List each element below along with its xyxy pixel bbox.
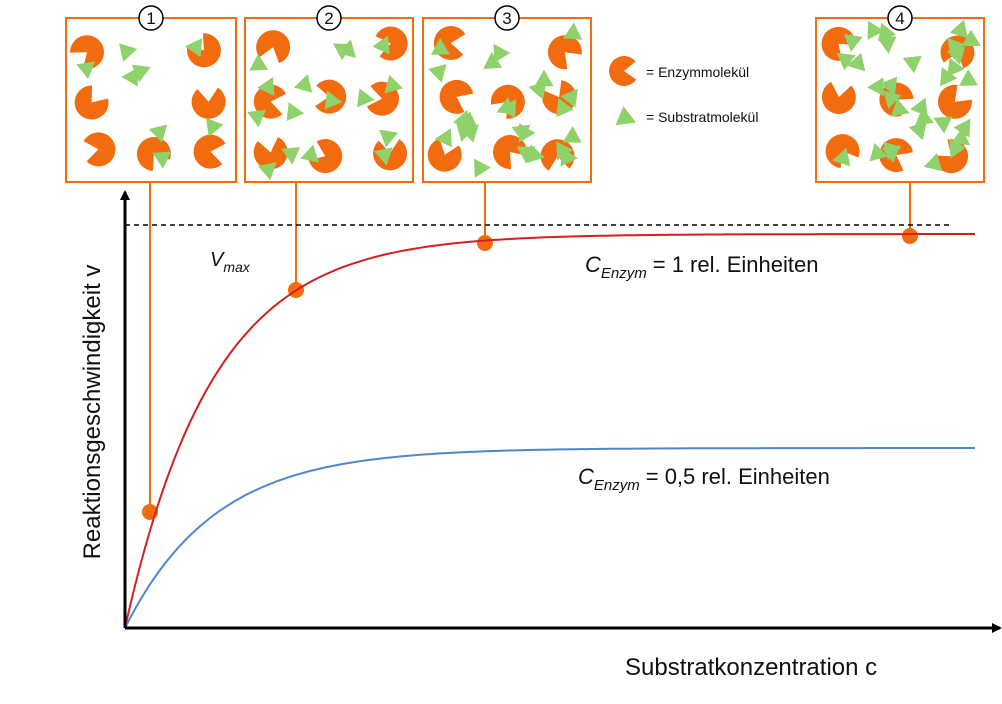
- diagram: 1 2 3 4 Reaktionsgeschwindigkeit v Substrat…: [0, 0, 1002, 704]
- enzyme: [609, 56, 636, 86]
- panel-number: 2: [324, 9, 333, 28]
- panel: 3: [423, 6, 591, 251]
- substrate: [615, 106, 636, 125]
- x-axis-label: Substratkonzentration c: [625, 654, 877, 681]
- curve-label: CEnzym= 0,5 rel. Einheiten: [578, 464, 830, 494]
- panels: 1 2 3 4: [66, 6, 984, 520]
- y-axis-label: Reaktionsgeschwindigkeit v: [79, 265, 106, 560]
- curve-label: CEnzym= 1 rel. Einheiten: [585, 252, 818, 282]
- panel-number: 4: [895, 9, 904, 28]
- curve-point: [902, 228, 918, 244]
- legend: = Enzymmolekül = Substratmolekül: [609, 56, 758, 125]
- panel-number: 1: [146, 9, 155, 28]
- panel: 4: [816, 6, 984, 244]
- vmax-label: Vmax: [210, 249, 251, 275]
- legend-substrate: = Substratmolekül: [646, 109, 758, 125]
- panel-number: 3: [502, 9, 511, 28]
- curve: [125, 448, 975, 628]
- curve-point: [477, 235, 493, 251]
- curve: [125, 234, 975, 628]
- curves: [125, 234, 975, 628]
- legend-enzyme: = Enzymmolekül: [646, 64, 749, 80]
